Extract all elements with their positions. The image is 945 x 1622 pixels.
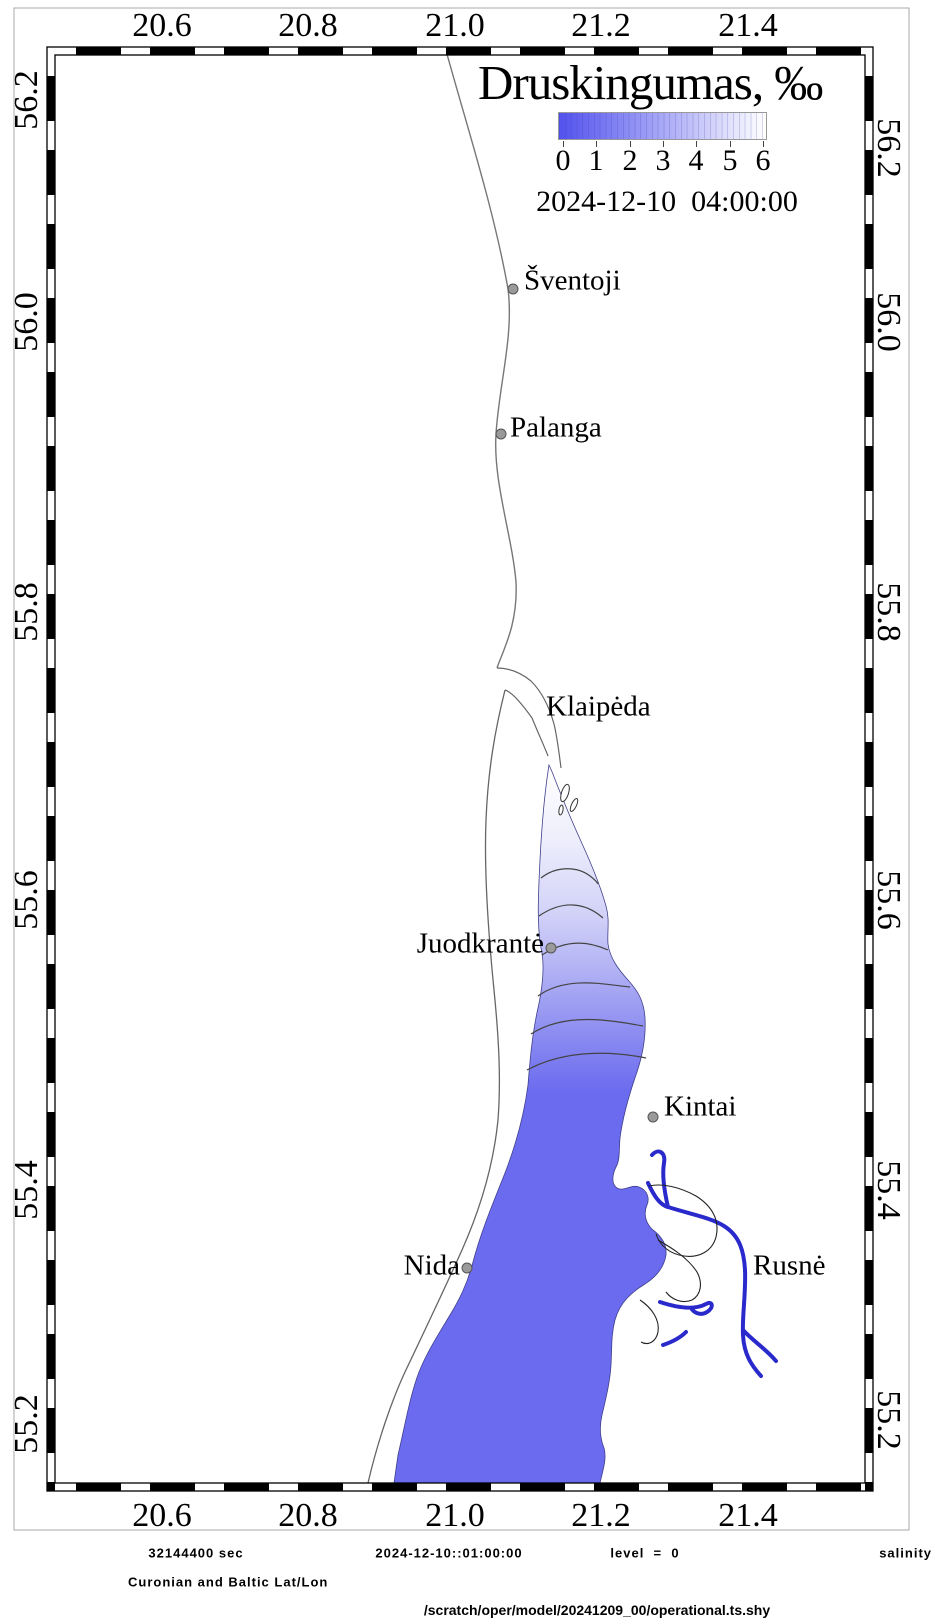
city-dot-nida — [461, 1262, 473, 1274]
y-tick-right-56.0: 56.0 — [870, 292, 907, 352]
river-channels — [646, 1149, 778, 1378]
city-dots — [461, 283, 659, 1274]
colorbar-label-0: 0 — [555, 144, 571, 177]
x-tick-top-20.8: 20.8 — [278, 7, 338, 44]
colorbar-step-stripes — [559, 113, 766, 139]
colorbar-tick — [730, 141, 731, 147]
y-tick-right-55.2: 55.2 — [870, 1390, 907, 1450]
baltic-coastline — [446, 55, 517, 669]
map-frame-dashes — [47, 47, 873, 1491]
city-dot-sventoji — [507, 283, 519, 295]
colorbar-label-1: 1 — [588, 144, 604, 177]
y-tick-right-56.2: 56.2 — [870, 118, 907, 178]
curonian-spit-tip-coast — [504, 689, 549, 757]
city-dot-kintai — [647, 1111, 659, 1123]
city-label-palanga: Palanga — [510, 411, 602, 444]
colorbar-tick — [596, 141, 597, 147]
colorbar-tick — [763, 141, 764, 147]
city-label-juodkrante: Juodkrantė — [416, 927, 544, 960]
timestamp-label: 2024-12-10 04:00:00 — [536, 185, 798, 218]
city-dot-palanga — [495, 428, 507, 440]
x-tick-top-21.4: 21.4 — [718, 7, 778, 44]
strait-north-shore — [496, 667, 562, 769]
footer-run-timestamp: 2024-12-10::01:00:00 — [375, 1545, 523, 1561]
city-label-rusne: Rusnė — [753, 1249, 826, 1282]
y-tick-left-55.2: 55.2 — [8, 1394, 45, 1454]
y-tick-left-55.8: 55.8 — [8, 582, 45, 642]
city-label-kintai: Kintai — [664, 1090, 737, 1123]
footer-file-path: /scratch/oper/model/20241209_00/operatio… — [423, 1602, 771, 1618]
figure-title: Druskingumas, ‰ — [478, 55, 823, 110]
x-tick-top-21.0: 21.0 — [425, 7, 485, 44]
x-tick-top-20.6: 20.6 — [132, 7, 192, 44]
colorbar-tick — [696, 141, 697, 147]
x-tick-top-21.2: 21.2 — [571, 7, 631, 44]
x-tick-bottom-21.2: 21.2 — [571, 1497, 631, 1534]
y-tick-right-55.8: 55.8 — [870, 582, 907, 642]
x-tick-bottom-21.4: 21.4 — [718, 1497, 778, 1534]
colorbar-tick — [663, 141, 664, 147]
colorbar-label-2: 2 — [622, 144, 638, 177]
figure-outer-border — [13, 7, 910, 1531]
city-label-nida: Nida — [403, 1249, 460, 1282]
y-tick-right-55.4: 55.4 — [870, 1160, 907, 1220]
colorbar-label-4: 4 — [688, 144, 704, 177]
y-tick-right-55.6: 55.6 — [870, 870, 907, 930]
salinity-colorbar — [558, 112, 767, 140]
city-label-sventoji: Šventoji — [524, 264, 621, 297]
x-tick-bottom-20.6: 20.6 — [132, 1497, 192, 1534]
map-frame-outer-line — [46, 46, 874, 1492]
colorbar-label-6: 6 — [755, 144, 771, 177]
map-frame-inner-line — [54, 54, 866, 1484]
footer-sim-seconds: 32144400 sec — [148, 1545, 244, 1561]
strait-islets — [558, 783, 579, 816]
y-tick-left-55.6: 55.6 — [8, 870, 45, 930]
footer-level: level = 0 — [610, 1545, 680, 1561]
y-tick-left-55.4: 55.4 — [8, 1160, 45, 1220]
colorbar-tick — [630, 141, 631, 147]
colorbar-label-3: 3 — [655, 144, 671, 177]
y-tick-left-56.2: 56.2 — [8, 70, 45, 130]
curonian-spit-west-coast — [367, 689, 506, 1483]
colorbar-tick — [563, 141, 564, 147]
city-label-klaipeda: Klaipėda — [546, 690, 651, 723]
city-dot-juodkrante — [545, 942, 557, 954]
delta-island-outlines — [639, 1184, 718, 1345]
footer-grid-label: Curonian and Baltic Lat/Lon — [128, 1574, 329, 1590]
y-tick-left-56.0: 56.0 — [8, 292, 45, 352]
lagoon-salinity-field — [393, 763, 667, 1483]
colorbar-label-5: 5 — [722, 144, 738, 177]
footer-variable: salinity — [879, 1545, 932, 1561]
x-tick-bottom-20.8: 20.8 — [278, 1497, 338, 1534]
x-tick-bottom-21.0: 21.0 — [425, 1497, 485, 1534]
isohaline-contours — [526, 868, 647, 1071]
